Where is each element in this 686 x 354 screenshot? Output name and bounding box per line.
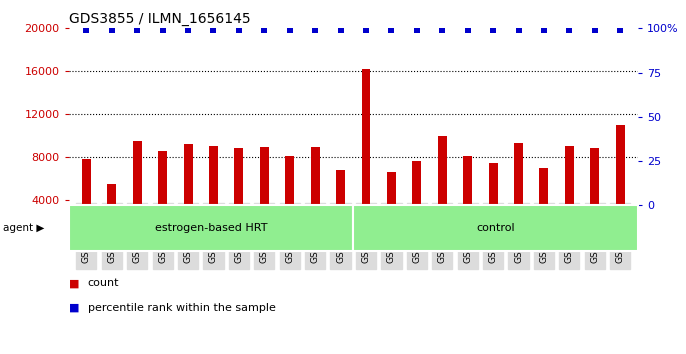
Bar xyxy=(591,148,599,243)
Bar xyxy=(285,156,294,243)
Bar xyxy=(514,143,523,243)
Text: ■: ■ xyxy=(69,278,79,288)
Text: control: control xyxy=(476,223,515,233)
Text: ■: ■ xyxy=(69,303,79,313)
Text: agent ▶: agent ▶ xyxy=(3,223,45,233)
Bar xyxy=(108,184,116,243)
Bar xyxy=(488,164,497,243)
Text: percentile rank within the sample: percentile rank within the sample xyxy=(88,303,276,313)
Bar xyxy=(412,161,421,243)
Bar xyxy=(82,159,91,243)
Bar xyxy=(438,136,447,243)
Bar xyxy=(565,146,573,243)
Text: count: count xyxy=(88,278,119,288)
Bar xyxy=(158,150,167,243)
Bar xyxy=(260,147,269,243)
Bar xyxy=(616,125,625,243)
Bar xyxy=(463,156,472,243)
Bar xyxy=(336,170,345,243)
Bar xyxy=(311,147,320,243)
Bar xyxy=(209,146,218,243)
Bar xyxy=(184,144,193,243)
Text: GDS3855 / ILMN_1656145: GDS3855 / ILMN_1656145 xyxy=(69,12,250,26)
Bar xyxy=(235,148,244,243)
Bar xyxy=(387,172,396,243)
Bar xyxy=(539,168,548,243)
Bar xyxy=(133,141,142,243)
Text: estrogen-based HRT: estrogen-based HRT xyxy=(155,223,267,233)
Bar xyxy=(362,69,370,243)
